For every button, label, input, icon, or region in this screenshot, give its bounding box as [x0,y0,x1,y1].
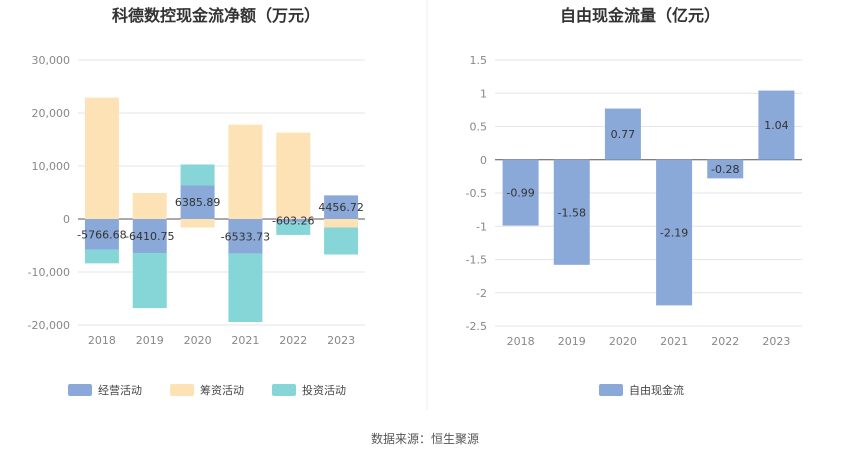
right-bar-自由现金流 [502,159,539,226]
left-bars [84,97,359,322]
right-y-tick-label: -0.5 [466,187,487,200]
left-bar-筹资活动 [180,219,215,228]
right-x-tick-label: 2020 [609,335,637,348]
right-data-label: 0.77 [611,128,636,141]
right-data-label: -0.28 [711,163,739,176]
right-bars [502,90,795,306]
right-bar-自由现金流 [553,159,590,265]
right-x-tick-label: 2022 [711,335,739,348]
right-x-tick-label: 2023 [762,335,790,348]
right-y-tick-label: -1.5 [466,254,487,267]
right-legend: 自由现金流 [599,383,684,397]
left-x-axis: 2018 2019 2020 2021 2022 2023 [88,334,355,347]
right-y-tick-label: -2 [476,287,487,300]
right-x-tick-label: 2019 [558,335,586,348]
left-bar-筹资活动 [132,193,167,219]
right-x-tick-label: 2018 [507,335,535,348]
left-bar-投资活动 [324,227,359,255]
right-chart: 自由现金流量（亿元） 1.5 1 0.5 0 -0.5 -1 -1.5 -2 -2.5 -0.9… [466,6,802,397]
left-bar-筹资活动 [84,97,119,219]
right-data-label: -2.19 [660,227,688,240]
left-legend-swatch [272,384,296,396]
left-bar-投资活动 [132,252,167,309]
left-y-tick-label: 10,000 [32,160,71,173]
left-chart-title: 科德数控现金流净额（万元） [112,6,320,25]
left-bar-经营活动 [84,219,119,250]
right-data-label: -0.99 [506,187,534,200]
left-y-tick-label: 0 [63,213,70,226]
left-legend-label: 经营活动 [98,383,142,397]
right-bar-自由现金流 [604,108,641,160]
left-bar-投资活动 [84,249,119,264]
right-legend-swatch [599,384,623,396]
right-bar-自由现金流 [758,90,795,160]
left-bar-投资活动 [180,164,215,186]
left-y-axis: 30,000 20,000 10,000 0 -10,000 -20,000 [28,54,70,332]
left-bar-筹资活动 [276,132,311,219]
left-grid [78,59,365,326]
left-data-label: -6533.73 [221,230,270,243]
left-bar-经营活动 [228,219,263,254]
right-x-tick-label: 2021 [660,335,688,348]
left-bar-经营活动 [324,195,359,219]
right-grid [495,59,802,327]
right-data-label: -1.58 [558,206,586,219]
right-data-label: 1.04 [764,119,789,132]
left-y-tick-label: 20,000 [32,107,71,120]
left-data-label: -603.26 [272,215,314,228]
right-x-axis: 2018 2019 2020 2021 2022 2023 [507,335,791,348]
left-x-tick-label: 2018 [88,334,116,347]
left-y-tick-label: -20,000 [28,319,70,332]
left-data-label: -6410.75 [125,230,174,243]
right-y-tick-label: 1 [480,87,487,100]
left-legend-label: 筹资活动 [200,383,244,397]
source-note: 数据来源：恒生聚源 [371,431,479,446]
left-y-tick-label: 30,000 [32,54,71,67]
left-data-label: 6385.89 [175,196,221,209]
left-bar-筹资活动 [324,219,359,228]
left-bar-经营活动 [276,219,311,223]
right-y-tick-label: 0.5 [470,121,488,134]
left-legend-swatch [170,384,194,396]
right-y-tick-label: 0 [480,154,487,167]
left-bar-筹资活动 [228,124,263,219]
left-bar-投资活动 [228,253,263,322]
left-legend-swatch [68,384,92,396]
right-y-axis: 1.5 1 0.5 0 -0.5 -1 -1.5 -2 -2.5 [466,54,487,333]
right-y-tick-label: -1 [476,220,487,233]
left-x-tick-label: 2023 [327,334,355,347]
left-x-tick-label: 2021 [231,334,259,347]
left-x-tick-label: 2019 [136,334,164,347]
left-chart: 科德数控现金流净额（万元） 30,000 20,000 10,000 0 -10,000… [28,6,365,397]
right-chart-title: 自由现金流量（亿元） [560,6,720,25]
right-legend-label: 自由现金流 [629,383,684,397]
left-data-label: -5766.68 [77,228,126,241]
right-bar-自由现金流 [656,159,693,306]
right-data-labels: -0.99 -1.58 0.77 -2.19 -0.28 1.04 [506,119,788,239]
left-y-tick-label: -10,000 [28,266,70,279]
right-bar-自由现金流 [707,159,744,179]
left-bar-经营活动 [180,185,215,219]
right-y-tick-label: -2.5 [466,320,487,333]
left-data-label: 4456.72 [318,201,364,214]
left-x-tick-label: 2020 [184,334,212,347]
left-legend-label: 投资活动 [302,383,346,397]
left-legend: 经营活动 筹资活动 投资活动 [68,383,346,397]
left-data-labels: -5766.68-6410.75 6385.89 -6533.73-603.26 44… [77,196,364,243]
left-bar-经营活动 [132,219,167,253]
left-bar-投资活动 [276,222,311,235]
left-x-tick-label: 2022 [279,334,307,347]
right-y-tick-label: 1.5 [470,54,488,67]
